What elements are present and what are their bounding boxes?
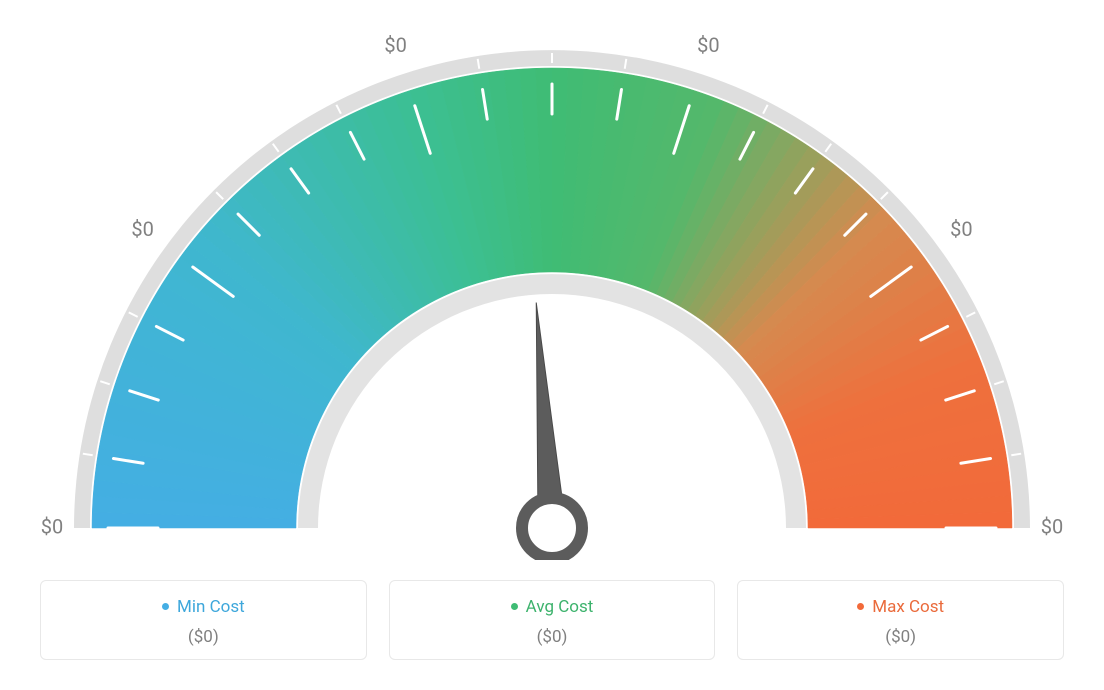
legend-label-max: Max Cost xyxy=(872,597,944,617)
gauge-area: $0 $0 $0 $0 $0 $0 xyxy=(0,0,1104,560)
legend-card-max: Max Cost ($0) xyxy=(737,580,1064,660)
svg-text:$0: $0 xyxy=(41,514,63,538)
legend-title-max: Max Cost xyxy=(857,597,944,617)
svg-text:$0: $0 xyxy=(384,33,406,57)
legend-dot-avg xyxy=(511,603,518,610)
legend-title-min: Min Cost xyxy=(162,597,245,617)
gauge-svg: $0 $0 $0 $0 $0 $0 xyxy=(0,0,1104,560)
svg-text:$0: $0 xyxy=(1041,514,1063,538)
legend-label-min: Min Cost xyxy=(177,597,245,617)
legend-dot-min xyxy=(162,603,169,610)
legend-row: Min Cost ($0) Avg Cost ($0) Max Cost ($0… xyxy=(40,580,1064,660)
legend-label-avg: Avg Cost xyxy=(526,597,594,617)
legend-value-max: ($0) xyxy=(748,627,1053,647)
legend-dot-max xyxy=(857,603,864,610)
svg-text:$0: $0 xyxy=(131,217,153,241)
legend-value-avg: ($0) xyxy=(400,627,705,647)
legend-title-avg: Avg Cost xyxy=(511,597,594,617)
svg-text:$0: $0 xyxy=(697,33,719,57)
gauge-chart-container: $0 $0 $0 $0 $0 $0 Min Cost ($0) Avg Cost ($0)… xyxy=(0,0,1104,690)
legend-value-min: ($0) xyxy=(51,627,356,647)
legend-card-min: Min Cost ($0) xyxy=(40,580,367,660)
legend-card-avg: Avg Cost ($0) xyxy=(389,580,716,660)
svg-text:$0: $0 xyxy=(950,217,972,241)
